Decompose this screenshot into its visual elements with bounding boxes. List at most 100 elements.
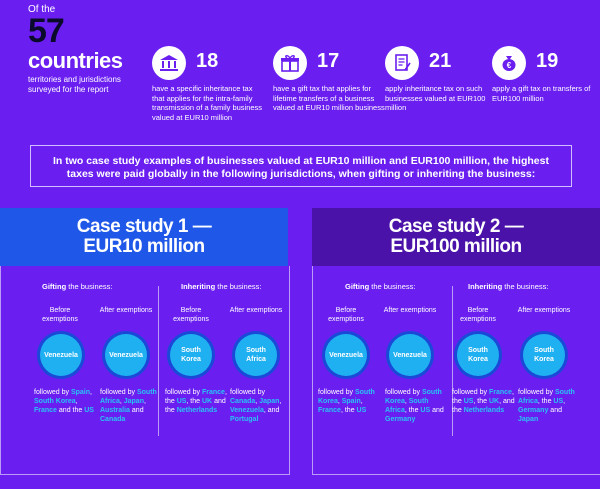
top-jurisdiction-circle: South Korea	[523, 334, 565, 376]
country-name: France	[34, 407, 57, 414]
followed-by-list: followed by France, the US, the UK, and …	[452, 388, 516, 415]
stat-number: 19	[536, 50, 559, 72]
after-exemptions-label: After exemptions	[229, 307, 283, 314]
stat-text: have a gift tax that applies for lifetim…	[273, 84, 385, 112]
list-separator: ,	[279, 398, 282, 405]
country-name: Spain	[70, 389, 91, 396]
stat-text: apply inheritance tax on such businesses…	[385, 84, 486, 112]
followed-by-list: followed by South Korea, Spain, France, …	[318, 388, 382, 415]
country-name: Australia	[100, 407, 130, 414]
country-name: US	[553, 398, 564, 405]
top-jurisdiction-circle: Venezuela	[325, 334, 367, 376]
country-name: South Africa	[100, 389, 157, 405]
stat-number: 17	[317, 50, 340, 72]
country-name: France	[201, 389, 225, 396]
list-separator: ,	[75, 398, 78, 405]
followed-by-list: followed by Spain, South Korea, France a…	[34, 388, 98, 415]
country-name: South Korea	[34, 398, 76, 405]
country-name: Japan	[259, 398, 280, 405]
stat-text: apply a gift tax on transfers of EUR100 …	[492, 84, 591, 103]
list-separator: , the	[165, 389, 227, 405]
list-separator: ,	[90, 389, 92, 396]
intro-box: In two case study examples of businesses…	[30, 145, 572, 187]
country-name: Netherlands	[176, 407, 218, 414]
list-separator: and	[129, 407, 144, 414]
list-separator: , the	[473, 398, 489, 405]
case-study-2-panel	[312, 266, 600, 475]
country-name: South Korea	[318, 389, 375, 405]
list-separator: , the	[452, 389, 514, 405]
list-separator: , the	[340, 407, 357, 414]
country-name: Canada	[100, 416, 126, 423]
country-name: US	[420, 407, 431, 414]
country-name: South Korea	[385, 389, 442, 405]
country-name: Canada	[230, 398, 256, 405]
country-name: US	[463, 398, 474, 405]
case-study-1-header: Case study 1 — EUR10 million	[0, 208, 288, 266]
after-exemptions-label: After exemptions	[383, 307, 437, 314]
top-jurisdiction-circle: South Korea	[457, 334, 499, 376]
followed-by-label: followed by	[165, 389, 202, 396]
stat-inheritance-100m: 21 apply inheritance tax on such busines…	[385, 40, 485, 118]
country-name: Netherlands	[463, 407, 505, 414]
followed-by-label: followed by	[518, 389, 555, 396]
followed-by-label: followed by	[230, 389, 266, 396]
followed-by-label: followed by	[318, 389, 355, 396]
bank-icon	[152, 46, 186, 80]
inheriting-heading: Inheriting the business:	[468, 282, 549, 291]
before-exemptions-label: Before exemptions	[42, 307, 78, 323]
list-separator: , and	[263, 407, 280, 414]
country-name: Spain	[341, 398, 361, 405]
country-name: South Africa	[385, 398, 429, 414]
before-exemptions-label: Before exemptions	[460, 307, 496, 323]
document-icon	[385, 46, 419, 80]
case-title: Case study 1 — EUR10 million	[76, 216, 212, 257]
list-separator: , the	[186, 398, 202, 405]
stat-gift-100m: € 19 apply a gift tax on transfers of EU…	[492, 40, 592, 118]
country-name: France	[488, 389, 512, 396]
gifting-heading: Gifting the business:	[42, 282, 113, 291]
after-exemptions-label: After exemptions	[99, 307, 153, 314]
list-separator: and the	[56, 407, 85, 414]
country-name: Germany	[385, 416, 416, 423]
stat-number: 18	[196, 50, 219, 72]
countries-label: countries	[28, 48, 123, 73]
list-separator: , the	[404, 407, 421, 414]
country-count: 57	[28, 12, 65, 50]
gift-icon	[273, 46, 307, 80]
list-separator: ,	[404, 398, 409, 405]
list-separator: ,	[255, 398, 260, 405]
list-separator: and	[548, 407, 562, 414]
stat-text: have a specific inheritance tax that app…	[152, 84, 263, 122]
followed-by-list: followed by South Korea, South Africa, t…	[385, 388, 449, 424]
divider	[158, 286, 159, 436]
stat-number: 21	[429, 50, 452, 72]
svg-text:€: €	[507, 61, 512, 70]
country-name: UK	[489, 398, 500, 405]
country-name: Japan	[518, 416, 539, 423]
top-jurisdiction-circle: Venezuela	[389, 334, 431, 376]
country-name: France	[318, 407, 341, 414]
case-study-2-header: Case study 2 — EUR100 million	[312, 208, 600, 266]
stat-gift-10m: 17 have a gift tax that applies for life…	[273, 40, 388, 118]
country-name: Portugal	[230, 416, 259, 423]
intro-text: In two case study examples of businesses…	[53, 155, 549, 180]
inheriting-heading: Inheriting the business:	[181, 282, 262, 291]
top-jurisdiction-circle: Venezuela	[40, 334, 82, 376]
of-the-label: Of the	[28, 4, 56, 15]
followed-by-label: followed by	[34, 389, 71, 396]
followed-by-list: followed by France, the US, the UK and t…	[165, 388, 229, 415]
before-exemptions-label: Before exemptions	[328, 307, 364, 323]
top-jurisdiction-circle: South Korea	[170, 334, 212, 376]
country-name: UK	[202, 398, 213, 405]
list-separator: , and the	[452, 398, 515, 414]
country-name: US	[84, 407, 94, 414]
country-name: Japan	[123, 398, 144, 405]
top-jurisdiction-circle: South Africa	[235, 334, 277, 376]
top-jurisdiction-circle: Venezuela	[105, 334, 147, 376]
followed-by-list: followed by South Africa, Japan, Austral…	[100, 388, 164, 424]
stat-inheritance-10m: 18 have a specific inheritance tax that …	[152, 40, 267, 122]
money-bag-icon: €	[492, 46, 526, 80]
gifting-heading: Gifting the business:	[345, 282, 416, 291]
list-separator: ,	[337, 398, 342, 405]
